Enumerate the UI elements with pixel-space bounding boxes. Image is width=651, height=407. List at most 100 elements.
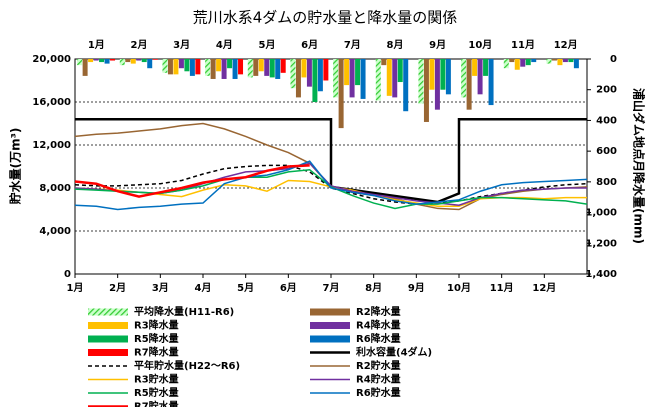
- bar: [477, 59, 483, 95]
- top-category-label: 6月: [301, 39, 318, 51]
- chart-title: 荒川水系4ダムの貯水量と降水量の関係: [193, 9, 458, 27]
- bar: [573, 59, 579, 69]
- bar: [338, 59, 344, 129]
- x-tick-label: 6月: [280, 282, 297, 294]
- line-series: [74, 160, 588, 211]
- legend-label: R7降水量: [134, 346, 179, 359]
- bar: [333, 59, 339, 98]
- bar: [525, 59, 531, 66]
- legend-label: R5貯水量: [134, 386, 179, 399]
- bar: [216, 59, 222, 72]
- bar: [82, 59, 88, 76]
- top-category-label: 11月: [511, 39, 535, 51]
- y-tick-label: 0: [64, 269, 71, 280]
- y2-tick-label: 1,000: [585, 208, 617, 219]
- bar: [295, 59, 301, 98]
- bar: [88, 59, 94, 63]
- y2-tick-label: 800: [596, 177, 617, 188]
- bar: [445, 59, 451, 95]
- bar: [227, 59, 233, 69]
- y-tick-label: 12,000: [32, 140, 71, 151]
- y-tick-label: 20,000: [32, 54, 71, 65]
- bar: [99, 59, 105, 63]
- bar: [141, 59, 147, 63]
- bar: [344, 59, 350, 86]
- x-tick-label: 1月: [67, 282, 84, 294]
- bar: [264, 59, 270, 76]
- x-tick-label: 4月: [195, 282, 212, 294]
- bar: [210, 59, 216, 79]
- bar: [178, 59, 184, 69]
- bar: [488, 59, 494, 106]
- y-tick-label: 16,000: [32, 97, 71, 108]
- bar: [418, 59, 424, 104]
- bar: [93, 59, 99, 61]
- y2-axis-title: 浦山ダム地点月降水量(mm): [632, 88, 647, 244]
- legend-swatch: [88, 349, 128, 356]
- bar: [253, 59, 259, 76]
- bar: [280, 59, 286, 73]
- bar: [531, 59, 537, 63]
- legend-swatch: [310, 335, 350, 343]
- bar: [355, 59, 361, 86]
- y2-tick-label: 400: [596, 115, 617, 126]
- top-category-label: 7月: [344, 39, 361, 51]
- legend-label: R4貯水量: [356, 373, 401, 386]
- bar: [546, 59, 552, 64]
- x-tick-label: 11月: [490, 282, 514, 294]
- bar: [130, 59, 136, 64]
- legend-swatch: [310, 308, 350, 316]
- bar: [551, 59, 557, 61]
- legend-swatch: [310, 322, 350, 329]
- legend-label: 平年貯水量(H22～R6): [134, 359, 240, 372]
- bar: [247, 59, 253, 78]
- legend-label: R7貯水量: [134, 400, 179, 407]
- bar: [104, 59, 110, 64]
- bar: [205, 59, 211, 76]
- legend-swatch: [88, 308, 128, 316]
- bar: [375, 59, 381, 101]
- legend-label: R2貯水量: [356, 359, 401, 372]
- bar: [392, 59, 398, 98]
- bar: [349, 59, 355, 98]
- legend-label: R6降水量: [356, 332, 401, 345]
- bar: [440, 59, 446, 90]
- bar: [472, 59, 478, 76]
- x-tick-label: 12月: [532, 282, 556, 294]
- bar: [503, 59, 509, 69]
- y-tick-label: 4,000: [39, 226, 71, 237]
- legend-swatch: [88, 335, 128, 343]
- bar: [301, 59, 307, 78]
- top-category-label: 5月: [259, 39, 276, 51]
- bar: [317, 59, 323, 92]
- bar: [173, 59, 179, 75]
- bar: [269, 59, 275, 78]
- bar: [184, 59, 190, 72]
- legend-label: R6貯水量: [356, 386, 401, 399]
- bar: [290, 59, 296, 89]
- bar: [306, 59, 312, 87]
- bar: [77, 59, 83, 66]
- bar: [423, 59, 429, 122]
- top-category-label: 8月: [387, 39, 404, 51]
- x-tick-label: 3月: [152, 282, 169, 294]
- bar: [381, 59, 387, 66]
- y2-tick-label: 0: [610, 54, 617, 65]
- y2-tick-label: 200: [596, 85, 617, 96]
- bar: [557, 59, 563, 66]
- top-category-label: 9月: [429, 39, 446, 51]
- legend-label: R4降水量: [356, 319, 401, 332]
- bar: [195, 59, 201, 75]
- bar: [125, 59, 131, 63]
- legend-swatch: [88, 322, 128, 329]
- top-category-label: 2月: [131, 39, 148, 51]
- top-category-label: 4月: [216, 39, 233, 51]
- bar: [152, 59, 158, 60]
- bar: [119, 59, 125, 66]
- bar: [562, 59, 568, 63]
- bar: [258, 59, 264, 72]
- y-tick-label: 8,000: [39, 183, 71, 194]
- bar: [232, 59, 238, 79]
- bar: [461, 59, 467, 98]
- bar: [136, 59, 142, 61]
